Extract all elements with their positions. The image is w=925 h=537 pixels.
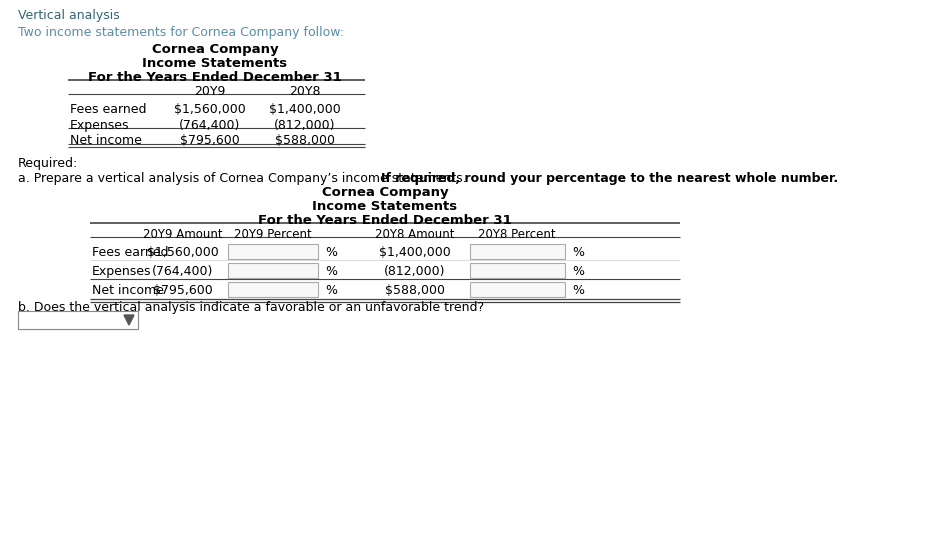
Text: Net income: Net income xyxy=(92,284,164,297)
Text: Expenses: Expenses xyxy=(92,265,152,278)
Text: $588,000: $588,000 xyxy=(385,284,445,297)
Text: (812,000): (812,000) xyxy=(274,119,336,132)
Text: (764,400): (764,400) xyxy=(153,265,214,278)
Polygon shape xyxy=(124,315,134,325)
Text: $795,600: $795,600 xyxy=(180,134,240,147)
Bar xyxy=(470,263,565,278)
Text: b. Does the vertical analysis indicate a favorable or an unfavorable trend?: b. Does the vertical analysis indicate a… xyxy=(18,301,484,314)
Text: If required, round your percentage to the nearest whole number.: If required, round your percentage to th… xyxy=(380,172,838,185)
Text: (812,000): (812,000) xyxy=(384,265,446,278)
Text: %: % xyxy=(572,284,584,297)
Text: Cornea Company: Cornea Company xyxy=(152,43,278,56)
Text: 20Y8 Amount: 20Y8 Amount xyxy=(376,228,455,241)
Text: Net income: Net income xyxy=(70,134,142,147)
Text: Cornea Company: Cornea Company xyxy=(322,186,449,199)
Text: %: % xyxy=(325,265,337,278)
Bar xyxy=(470,244,565,259)
Bar xyxy=(470,282,565,297)
Text: $588,000: $588,000 xyxy=(275,134,335,147)
Text: 20Y8 Percent: 20Y8 Percent xyxy=(478,228,556,241)
Text: $1,400,000: $1,400,000 xyxy=(269,103,341,116)
Text: For the Years Ended December 31: For the Years Ended December 31 xyxy=(88,71,342,84)
Text: Income Statements: Income Statements xyxy=(142,57,288,70)
Text: 20Y9 Amount: 20Y9 Amount xyxy=(143,228,223,241)
Bar xyxy=(228,244,318,259)
Text: Expenses: Expenses xyxy=(70,119,130,132)
Text: (764,400): (764,400) xyxy=(179,119,241,132)
Text: Vertical analysis: Vertical analysis xyxy=(18,9,119,22)
Text: Fees earned: Fees earned xyxy=(70,103,146,116)
Text: a. Prepare a vertical analysis of Cornea Company’s income statements.: a. Prepare a vertical analysis of Cornea… xyxy=(18,172,471,185)
Text: Fees earned: Fees earned xyxy=(92,246,168,259)
Text: 20Y9: 20Y9 xyxy=(194,85,226,98)
Text: Income Statements: Income Statements xyxy=(313,200,458,213)
Text: %: % xyxy=(325,246,337,259)
Text: $1,560,000: $1,560,000 xyxy=(174,103,246,116)
Text: For the Years Ended December 31: For the Years Ended December 31 xyxy=(258,214,512,227)
Text: %: % xyxy=(572,265,584,278)
Text: $1,400,000: $1,400,000 xyxy=(379,246,450,259)
Bar xyxy=(18,311,138,329)
Text: 20Y8: 20Y8 xyxy=(290,85,321,98)
Text: $1,560,000: $1,560,000 xyxy=(147,246,219,259)
Text: $795,600: $795,600 xyxy=(154,284,213,297)
Text: %: % xyxy=(572,246,584,259)
Bar xyxy=(228,263,318,278)
Text: 20Y9 Percent: 20Y9 Percent xyxy=(234,228,312,241)
Text: Two income statements for Cornea Company follow:: Two income statements for Cornea Company… xyxy=(18,26,344,39)
Text: Required:: Required: xyxy=(18,157,79,170)
Text: %: % xyxy=(325,284,337,297)
Bar xyxy=(228,282,318,297)
